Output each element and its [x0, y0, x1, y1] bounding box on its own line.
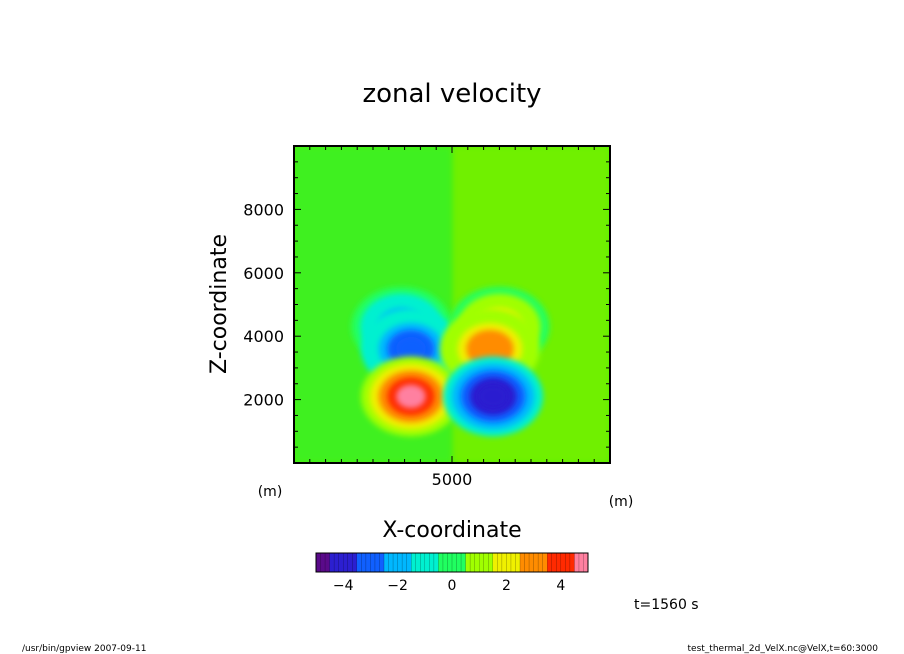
- x-axis-unit: (m): [609, 494, 634, 510]
- colorbar-cell: [488, 553, 494, 572]
- colorbar-cell: [316, 553, 322, 572]
- colorbar-cell: [483, 553, 489, 572]
- colorbar-cell: [479, 553, 485, 572]
- colorbar-cell: [551, 553, 557, 572]
- colorbar-cell: [501, 553, 507, 572]
- x-tick-labels: 5000: [432, 470, 473, 489]
- plot-area: [293, 145, 611, 464]
- footer-left: /usr/bin/gpview 2007-09-11: [22, 644, 146, 654]
- colorbar-cell: [334, 553, 340, 572]
- colorbar-cell: [465, 553, 471, 572]
- colorbar-cell: [329, 553, 335, 572]
- colorbar-cell: [397, 553, 403, 572]
- colorbar-cell: [461, 553, 467, 572]
- colorbar-cell: [393, 553, 399, 572]
- colorbar-cell: [379, 553, 385, 572]
- colorbar-tick-label: 4: [556, 578, 565, 594]
- colorbar-cell: [429, 553, 435, 572]
- colorbar-tick-labels: −4 −2 0 2 4: [333, 578, 565, 594]
- colorbar-cell: [565, 553, 571, 572]
- colorbar-cell: [470, 553, 476, 572]
- colorbar-cell: [406, 553, 412, 572]
- colorbar-cell: [320, 553, 326, 572]
- colorbar-cell: [452, 553, 458, 572]
- colorbar-cell: [388, 553, 394, 572]
- colorbar-cell: [497, 553, 503, 572]
- colorbar-cell: [433, 553, 439, 572]
- colorbar-cell: [365, 553, 371, 572]
- y-tick-label: 2000: [243, 391, 284, 410]
- colorbar-cell: [374, 553, 380, 572]
- colorbar-cell: [447, 553, 453, 572]
- colorbar-cell: [547, 553, 553, 572]
- y-axis-unit: (m): [258, 484, 283, 500]
- colorbar-cell: [438, 553, 444, 572]
- colorbar-cell: [456, 553, 462, 572]
- y-tick-labels: 2000 4000 6000 8000: [243, 200, 284, 409]
- colorbar-tick-label: −2: [387, 578, 408, 594]
- colorbar-cell: [578, 553, 584, 572]
- field-contour: [396, 337, 426, 361]
- colorbar-frame: [315, 552, 589, 573]
- field-feature: [360, 356, 461, 437]
- colorbar-cell: [474, 553, 480, 572]
- colorbar-cell: [520, 553, 526, 572]
- colorbar-cell: [411, 553, 417, 572]
- colorbar-cell: [361, 553, 367, 572]
- field-feature: [443, 356, 544, 437]
- y-axis-label: Z-coordinate: [207, 234, 232, 374]
- colorbar-tick-label: 0: [448, 578, 457, 594]
- field-contour: [396, 384, 426, 409]
- colorbar-cell: [524, 553, 530, 572]
- colorbar-cell: [424, 553, 430, 572]
- colorbar-cell: [506, 553, 512, 572]
- chart-title: zonal velocity: [362, 79, 541, 109]
- time-annotation: t=1560 s: [634, 597, 699, 613]
- colorbar-cell: [343, 553, 349, 572]
- colorbar-cell: [542, 553, 548, 572]
- colorbar-cell: [574, 553, 580, 572]
- axis-ticks: [293, 145, 611, 464]
- field-contour: [475, 337, 505, 361]
- colorbar-cell: [529, 553, 535, 572]
- x-axis-label: X-coordinate: [382, 518, 521, 543]
- colorbar-cell: [556, 553, 562, 572]
- y-tick-label: 8000: [243, 200, 284, 219]
- colorbar: [315, 552, 589, 573]
- x-tick-label: 5000: [432, 470, 473, 489]
- colorbar-cell: [510, 553, 516, 572]
- colorbar-cell: [347, 553, 353, 572]
- field-contour: [478, 384, 508, 409]
- field-features: [294, 146, 610, 463]
- colorbar-tick-label: 2: [502, 578, 511, 594]
- colorbar-cell: [338, 553, 344, 572]
- footer-right: test_thermal_2d_VelX.nc@VelX,t=60:3000: [688, 644, 879, 654]
- colorbar-cell: [384, 553, 390, 572]
- y-tick-label: 6000: [243, 264, 284, 283]
- colorbar-cell: [352, 553, 358, 572]
- colorbar-cell: [492, 553, 498, 572]
- colorbar-cell: [420, 553, 426, 572]
- colorbar-cell: [402, 553, 408, 572]
- y-tick-label: 4000: [243, 327, 284, 346]
- colorbar-tick-label: −4: [333, 578, 354, 594]
- colorbar-cell: [569, 553, 575, 572]
- colorbar-cell: [325, 553, 331, 572]
- colorbar-cell: [533, 553, 539, 572]
- colorbar-cell: [515, 553, 521, 572]
- colorbar-cell: [583, 553, 589, 572]
- colorbar-cell: [560, 553, 566, 572]
- colorbar-cell: [356, 553, 362, 572]
- colorbar-cell: [442, 553, 448, 572]
- colorbar-cell: [538, 553, 544, 572]
- colorbar-cell: [415, 553, 421, 572]
- colorbar-cell: [370, 553, 376, 572]
